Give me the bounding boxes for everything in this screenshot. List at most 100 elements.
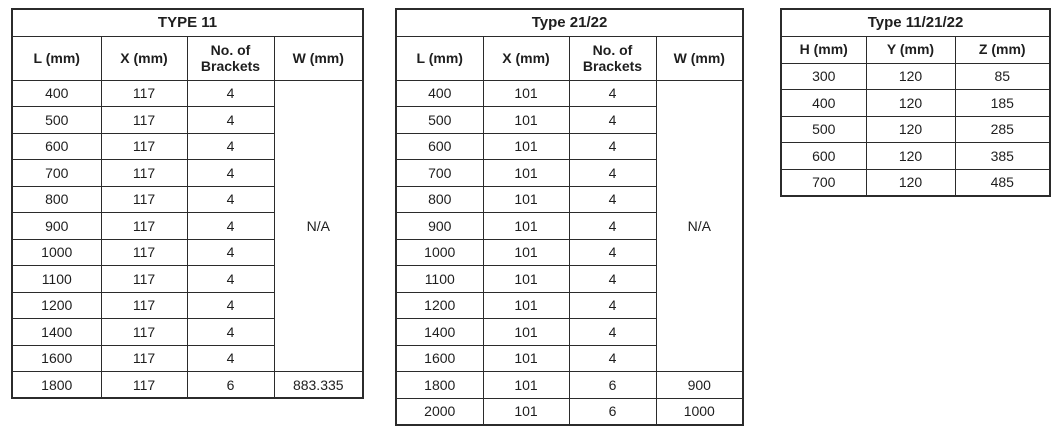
table-cell: 2000 bbox=[395, 397, 484, 425]
table-cell: 4 bbox=[186, 212, 275, 240]
table-row: 400 120 185 bbox=[780, 89, 1051, 117]
table-cell: 4 bbox=[186, 318, 275, 346]
table-row: 800 101 4 bbox=[395, 185, 743, 213]
header-row: L (mm) X (mm) No. of Brackets W (mm) bbox=[11, 35, 364, 81]
table-cell: 4 bbox=[186, 106, 275, 134]
table-cell: 117 bbox=[100, 79, 188, 107]
table-row: 900 117 4 bbox=[11, 212, 363, 240]
column-header: No. of Brackets bbox=[186, 35, 275, 81]
table-row: 500 117 4 bbox=[11, 106, 363, 134]
table-cell: 120 bbox=[865, 89, 956, 117]
type-21-22-table: Type 21/22 L (mm) X (mm) No. of Brackets W (… bbox=[395, 8, 745, 426]
table-cell: 117 bbox=[100, 265, 188, 293]
table-cell: 4 bbox=[186, 185, 275, 213]
table-cell: 1000 bbox=[655, 397, 744, 425]
table-cell: 6 bbox=[186, 371, 275, 399]
table-cell: 1000 bbox=[395, 238, 484, 266]
table-cell: 4 bbox=[568, 106, 657, 134]
column-header: Y (mm) bbox=[865, 35, 956, 64]
table-cell: 500 bbox=[11, 106, 102, 134]
table-row: 600 101 4 bbox=[395, 132, 743, 160]
table-cell: 4 bbox=[568, 185, 657, 213]
table-row: 1600 101 4 bbox=[395, 344, 743, 372]
table-cell: 85 bbox=[954, 62, 1051, 90]
table-cell: 120 bbox=[865, 115, 956, 143]
table-cell: 101 bbox=[482, 291, 570, 319]
merged-cell: N/A bbox=[655, 79, 744, 372]
table-cell: 120 bbox=[865, 168, 956, 196]
table-cell: 4 bbox=[186, 79, 275, 107]
table-cell: 101 bbox=[482, 212, 570, 240]
table-row: 1800 117 6 883.335 bbox=[11, 371, 364, 399]
table-row: 900 101 4 bbox=[395, 212, 743, 240]
table-cell: 6 bbox=[568, 371, 657, 399]
table-cell: 700 bbox=[11, 159, 102, 187]
table-cell: 4 bbox=[568, 291, 657, 319]
table-row: 1100 117 4 bbox=[11, 265, 363, 293]
table-row: 500 101 4 bbox=[395, 106, 743, 134]
table-cell: 117 bbox=[100, 212, 188, 240]
table-cell: 101 bbox=[482, 397, 570, 425]
table-cell: 1600 bbox=[11, 344, 102, 372]
table-cell: 900 bbox=[395, 212, 484, 240]
table-cell: 117 bbox=[100, 106, 188, 134]
type-11-table: TYPE 11 L (mm) X (mm) No. of Brackets W (mm)… bbox=[11, 8, 365, 399]
table-row: 400 117 4 N/A bbox=[11, 79, 364, 372]
table-title: Type 21/22 bbox=[395, 8, 744, 37]
header-row: H (mm) Y (mm) Z (mm) bbox=[780, 35, 1051, 64]
table-cell: 4 bbox=[186, 132, 275, 160]
table-title-row: Type 11/21/22 bbox=[780, 8, 1051, 37]
table-cell: 4 bbox=[568, 344, 657, 372]
table-cell: 4 bbox=[568, 159, 657, 187]
table-cell: 700 bbox=[780, 168, 867, 196]
table-cell: 101 bbox=[482, 159, 570, 187]
table-cell: 120 bbox=[865, 142, 956, 170]
column-header: H (mm) bbox=[780, 35, 867, 64]
table-cell: 400 bbox=[395, 79, 484, 107]
table-row: 1400 101 4 bbox=[395, 318, 743, 346]
table-cell: 117 bbox=[100, 291, 188, 319]
table-cell: 300 bbox=[780, 62, 867, 90]
table-cell: 900 bbox=[11, 212, 102, 240]
table-row: 1400 117 4 bbox=[11, 318, 363, 346]
table-row: 1800 101 6 900 bbox=[395, 371, 744, 399]
table-cell: 500 bbox=[395, 106, 484, 134]
table-cell: 900 bbox=[655, 371, 744, 399]
table-cell: 600 bbox=[395, 132, 484, 160]
table-cell: 117 bbox=[100, 238, 188, 266]
column-header: L (mm) bbox=[395, 35, 484, 81]
table-cell: 285 bbox=[954, 115, 1051, 143]
table-row: 600 120 385 bbox=[780, 142, 1051, 170]
table-cell: 4 bbox=[186, 265, 275, 293]
table-row: 400 101 4 N/A bbox=[395, 79, 744, 372]
table-cell: 1200 bbox=[11, 291, 102, 319]
table-cell: 117 bbox=[100, 159, 188, 187]
table-title: TYPE 11 bbox=[11, 8, 364, 37]
table-row: 1100 101 4 bbox=[395, 265, 743, 293]
table-row: 300 120 85 bbox=[780, 62, 1051, 90]
table-cell: 1400 bbox=[395, 318, 484, 346]
table-cell: 400 bbox=[11, 79, 102, 107]
table-cell: 800 bbox=[11, 185, 102, 213]
table-cell: 4 bbox=[568, 79, 657, 107]
table-cell: 1000 bbox=[11, 238, 102, 266]
header-row: L (mm) X (mm) No. of Brackets W (mm) bbox=[395, 35, 744, 81]
table-row: 1600 117 4 bbox=[11, 344, 363, 372]
table-cell: 101 bbox=[482, 265, 570, 293]
table-cell: 101 bbox=[482, 79, 570, 107]
table-row: 600 117 4 bbox=[11, 132, 363, 160]
table-cell: 117 bbox=[100, 185, 188, 213]
table-cell: 101 bbox=[482, 106, 570, 134]
table-row: 2000 101 6 1000 bbox=[395, 397, 744, 425]
table-cell: 1100 bbox=[395, 265, 484, 293]
merged-cell: N/A bbox=[273, 79, 364, 372]
table-cell: 400 bbox=[780, 89, 867, 117]
table-row: 700 117 4 bbox=[11, 159, 363, 187]
table-cell: 883.335 bbox=[273, 371, 364, 399]
table-cell: 6 bbox=[568, 397, 657, 425]
table-cell: 4 bbox=[186, 344, 275, 372]
table-cell: 117 bbox=[100, 318, 188, 346]
table-title: Type 11/21/22 bbox=[780, 8, 1051, 37]
table-row: 800 117 4 bbox=[11, 185, 363, 213]
